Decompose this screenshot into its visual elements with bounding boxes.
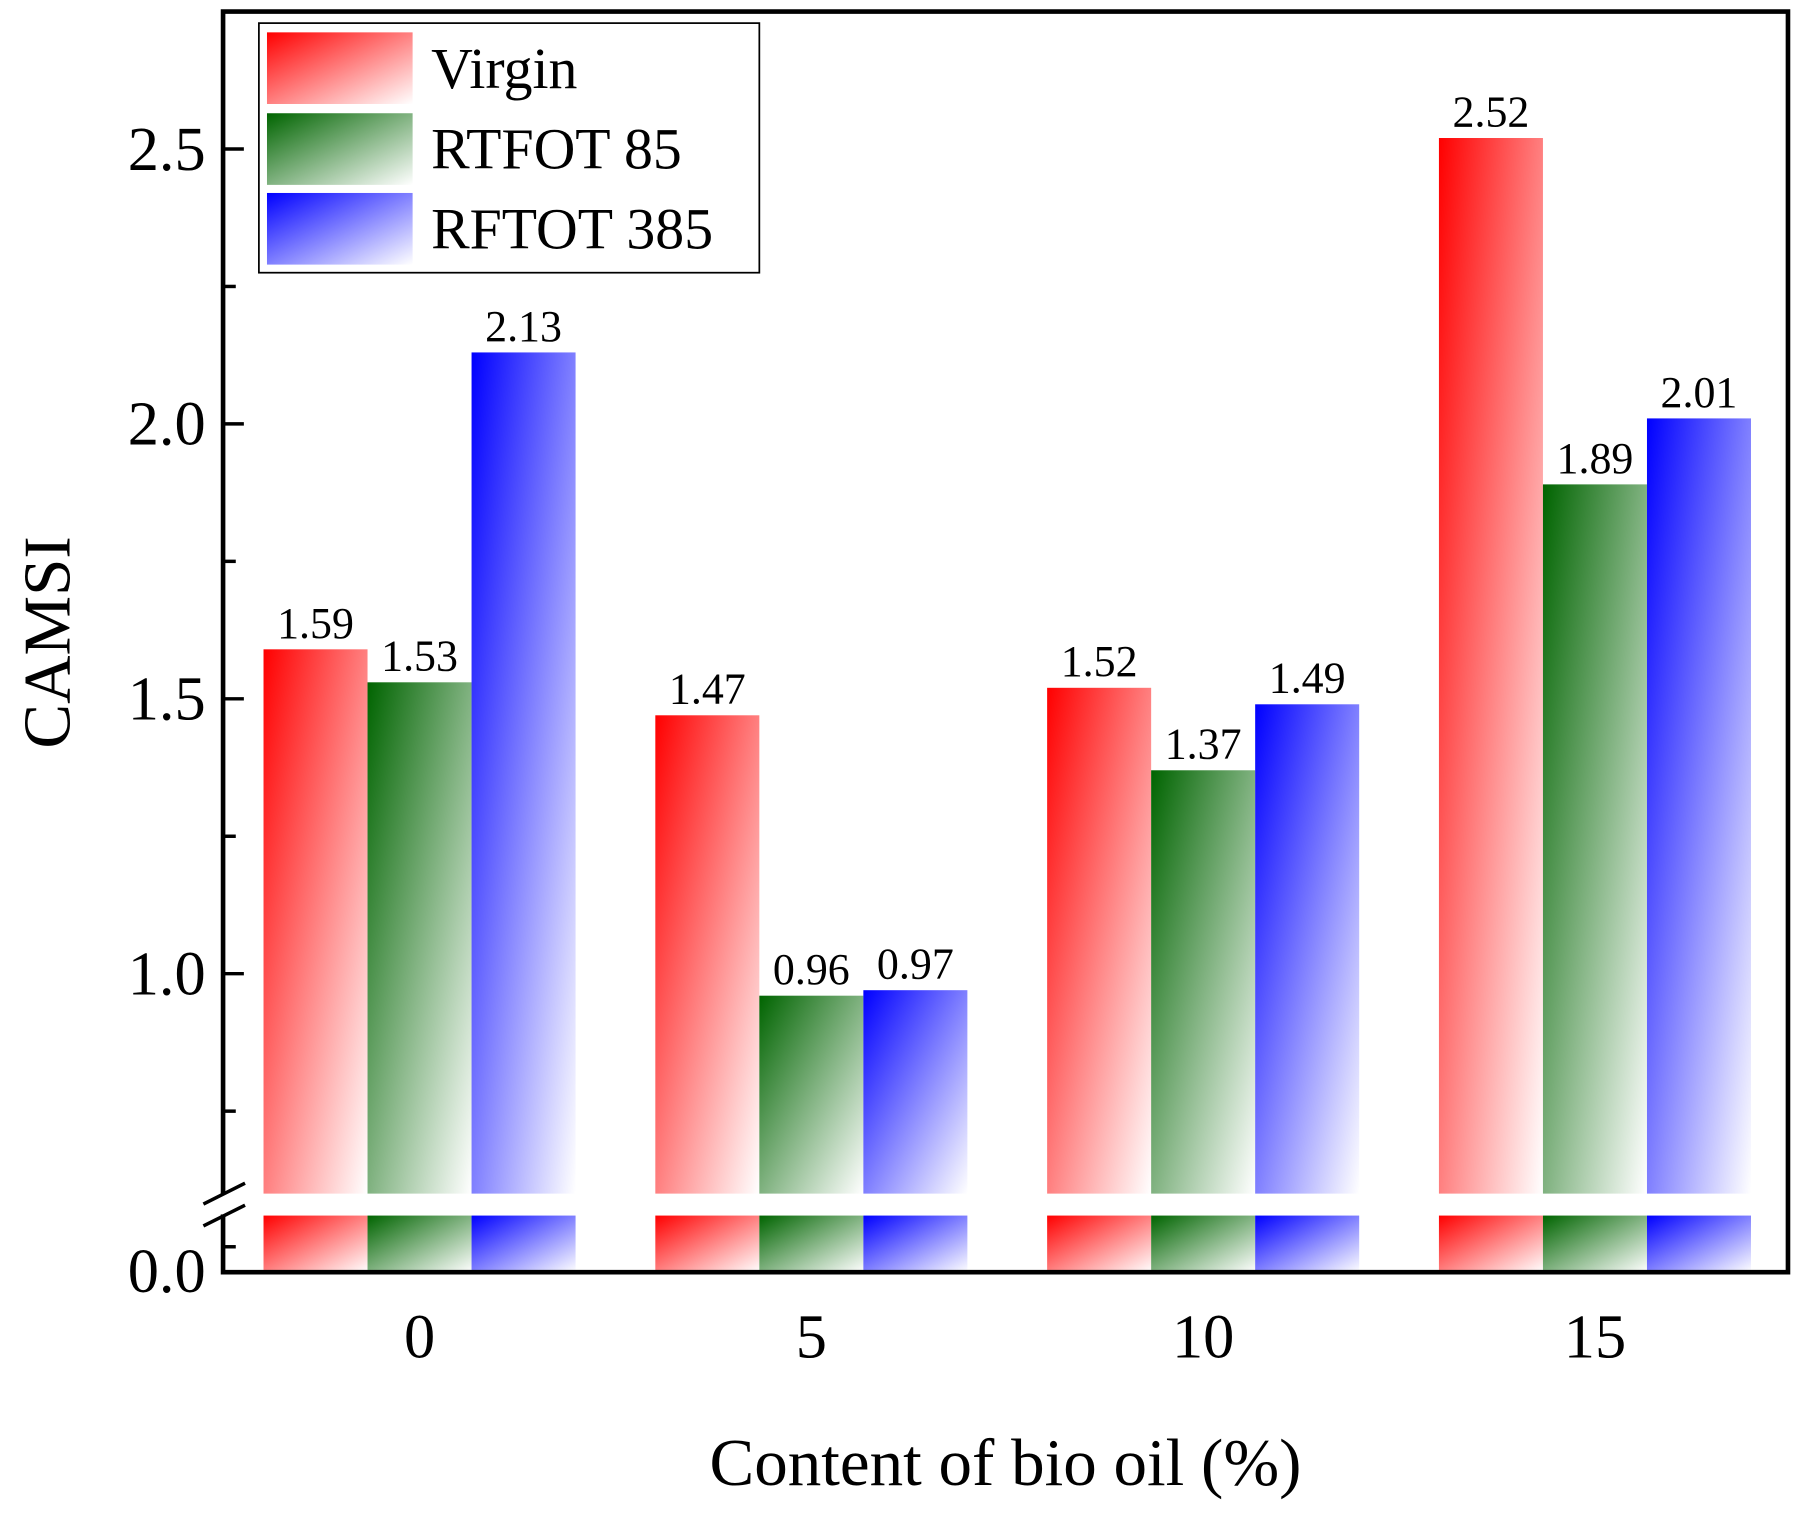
legend-label: RTFOT 85 (431, 119, 682, 182)
value-label: 1.53 (381, 633, 458, 681)
bar-lower-virgin-0 (263, 1215, 368, 1273)
x-axis-title: Content of bio oil (%) (710, 1426, 1302, 1500)
value-labels: 1.59 1.53 2.13 1.47 0.96 0.97 1.52 1.37 1.49 2.52… (277, 88, 1737, 994)
bar-lower-rtfot-85-15 (1542, 1215, 1647, 1273)
value-label: 0.97 (877, 941, 954, 989)
value-label: 1.37 (1165, 721, 1242, 769)
bar-rftot-385-10 (1255, 704, 1360, 1194)
y-tick-label: 0.0 (128, 1237, 206, 1306)
legend-label: Virgin (431, 38, 577, 101)
x-tick-label: 5 (796, 1303, 827, 1372)
bar-lower-virgin-5 (655, 1215, 760, 1273)
bars (263, 138, 1751, 1273)
plot-frame (220, 9, 1791, 1275)
value-label: 1.47 (669, 666, 746, 714)
bar-virgin-15 (1438, 138, 1543, 1194)
value-label: 2.01 (1661, 369, 1738, 417)
bar-rtfot-85-10 (1151, 770, 1256, 1194)
bar-rftot-385-15 (1646, 418, 1751, 1194)
bar-rtfot-85-0 (367, 682, 472, 1194)
legend: Virgin RTFOT 85 RFTOT 385 (258, 22, 761, 274)
value-label: 1.49 (1269, 655, 1346, 703)
bar-lower-rftot-385-0 (471, 1215, 576, 1273)
legend-swatch (266, 113, 413, 185)
x-tick-label: 15 (1564, 1303, 1626, 1372)
legend-label: RFTOT 385 (431, 198, 713, 261)
bar-lower-rtfot-85-10 (1151, 1215, 1256, 1273)
axes: 1.0 1.5 2.0 2.5 0.0 0 5 10 15 (128, 115, 1626, 1372)
bar-virgin-5 (655, 715, 760, 1194)
y-tick-label: 1.5 (128, 665, 206, 734)
bar-rtfot-85-5 (759, 995, 864, 1194)
bar-virgin-10 (1047, 687, 1152, 1194)
value-label: 2.13 (485, 303, 562, 351)
bar-lower-rtfot-85-0 (367, 1215, 472, 1273)
bar-lower-virgin-10 (1047, 1215, 1152, 1273)
y-tick-label: 2.0 (128, 390, 206, 459)
bar-rtfot-85-15 (1542, 484, 1647, 1194)
value-label: 1.89 (1557, 435, 1634, 483)
bar-lower-virgin-15 (1438, 1215, 1543, 1273)
y-axis-title: CAMSI (10, 536, 84, 748)
y-tick-label: 2.5 (128, 115, 206, 184)
bar-lower-rftot-385-5 (863, 1215, 968, 1273)
y-tick-label: 1.0 (128, 940, 206, 1009)
legend-swatch (266, 192, 413, 265)
bar-rftot-385-5 (863, 990, 968, 1194)
value-label: 1.52 (1061, 638, 1138, 686)
axis-break-mark (202, 1181, 246, 1206)
axis-break-gap (217, 1194, 229, 1215)
value-label: 2.52 (1453, 88, 1530, 136)
value-label: 0.96 (773, 946, 850, 994)
bar-rftot-385-0 (471, 352, 576, 1194)
x-tick-label: 10 (1172, 1303, 1234, 1372)
bar-lower-rftot-385-10 (1255, 1215, 1360, 1273)
legend-swatch (266, 32, 413, 104)
bar-lower-rftot-385-15 (1646, 1215, 1751, 1273)
bar-lower-rtfot-85-5 (759, 1215, 864, 1273)
value-label: 1.59 (277, 600, 354, 648)
bar-virgin-0 (263, 649, 368, 1194)
axis-break-mark (202, 1203, 246, 1228)
x-tick-label: 0 (404, 1303, 435, 1372)
